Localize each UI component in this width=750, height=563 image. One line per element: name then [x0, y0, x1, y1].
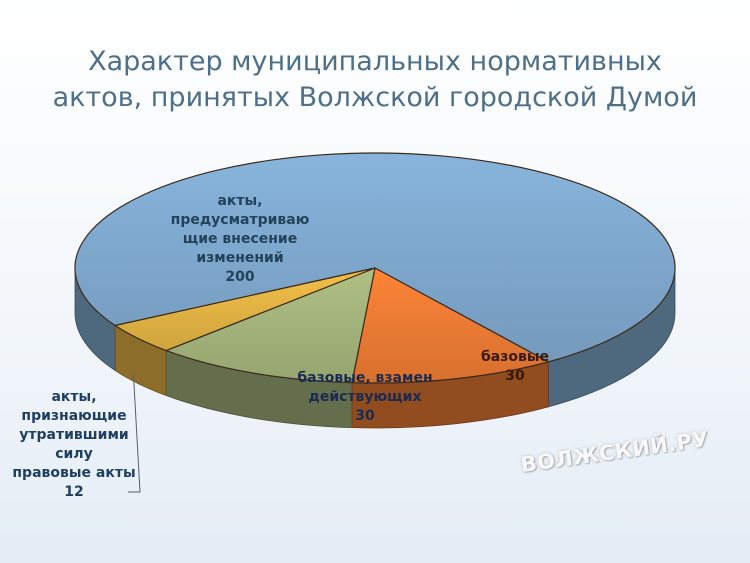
chart-title: Характер муниципальных нормативных актов…: [0, 44, 750, 116]
slice-label-base: базовые 30: [455, 348, 575, 386]
slice-amendments: [74, 152, 676, 363]
slice-label-text: действующих: [308, 389, 422, 405]
slice-label-text: признающие: [21, 408, 127, 424]
slice-value-label: 30: [355, 408, 375, 424]
slice-label-text: щие внесение: [182, 231, 298, 247]
slice-value-label: 200: [225, 269, 255, 285]
slice-label-invalidating: акты, признающие утратившими силу правов…: [0, 388, 148, 502]
slice-label-text: силу: [55, 446, 93, 462]
slice-label-text: акты,: [51, 389, 97, 405]
slice-base: [351, 267, 549, 384]
slice-value-label: 12: [64, 484, 84, 500]
chart-title-line-1: Характер муниципальных нормативных: [88, 46, 662, 77]
slice-label-text: акты,: [217, 193, 263, 209]
slice-label-base-replacing: базовые, взамен действующих 30: [285, 369, 445, 426]
slice-label-text: базовые: [481, 349, 549, 365]
chart-title-line-2: актов, принятых Волжской городской Думой: [52, 82, 698, 113]
slice-value-label: 30: [505, 368, 525, 384]
slice-label-text: утратившими: [19, 427, 129, 443]
slice-label-text: правовые акты: [12, 465, 136, 481]
slice-base-replacing: [165, 267, 376, 384]
slice-label-amendments: акты, предусматриваю щие внесение измене…: [150, 192, 330, 287]
leader-line: [128, 373, 141, 493]
slice-label-text: базовые, взамен: [297, 370, 433, 386]
slice-invalidating: [114, 267, 376, 352]
slice-label-text: предусматриваю: [170, 212, 310, 228]
slice-label-text: изменений: [196, 250, 284, 266]
